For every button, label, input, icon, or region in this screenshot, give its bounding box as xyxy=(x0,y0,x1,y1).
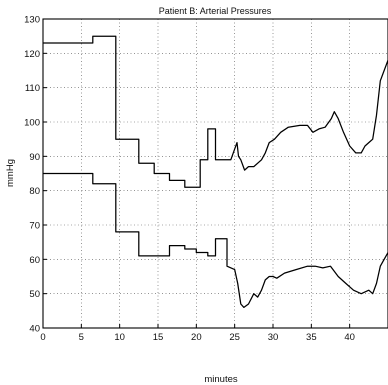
y-tick-label: 100 xyxy=(24,118,40,129)
grid xyxy=(43,19,388,328)
axis-ticks: 40 50 60 70 80 90 100 110 120 130 0 5 10 15 20 25 30 35 40 xyxy=(24,15,355,344)
y-tick-label: 50 xyxy=(29,289,40,300)
y-tick-label: 90 xyxy=(29,152,40,163)
y-tick-label: 80 xyxy=(29,186,40,197)
y-tick-label: 70 xyxy=(29,221,40,232)
x-tick-label: 35 xyxy=(306,332,317,343)
y-tick-label: 40 xyxy=(29,324,40,335)
chart-title: Patient B: Arterial Pressures xyxy=(159,6,272,16)
series-lines xyxy=(43,35,388,309)
x-axis-label: minutes xyxy=(204,374,238,385)
series-line-1 xyxy=(43,35,388,188)
x-tick-label: 20 xyxy=(191,332,202,343)
x-tick-label: 5 xyxy=(79,332,84,343)
y-tick-label: 120 xyxy=(24,49,40,60)
y-tick-label: 130 xyxy=(24,15,40,26)
x-tick-label: 15 xyxy=(153,332,164,343)
x-tick-label: 25 xyxy=(229,332,240,343)
y-axis-label: mmHg xyxy=(5,159,16,187)
x-tick-label: 40 xyxy=(344,332,355,343)
x-tick-label: 0 xyxy=(40,332,45,343)
x-tick-label: 10 xyxy=(114,332,125,343)
x-tick-label: 30 xyxy=(268,332,279,343)
y-tick-label: 60 xyxy=(29,255,40,266)
plot-frame xyxy=(42,18,388,329)
y-tick-label: 110 xyxy=(25,83,40,94)
series-line-2 xyxy=(43,172,388,309)
